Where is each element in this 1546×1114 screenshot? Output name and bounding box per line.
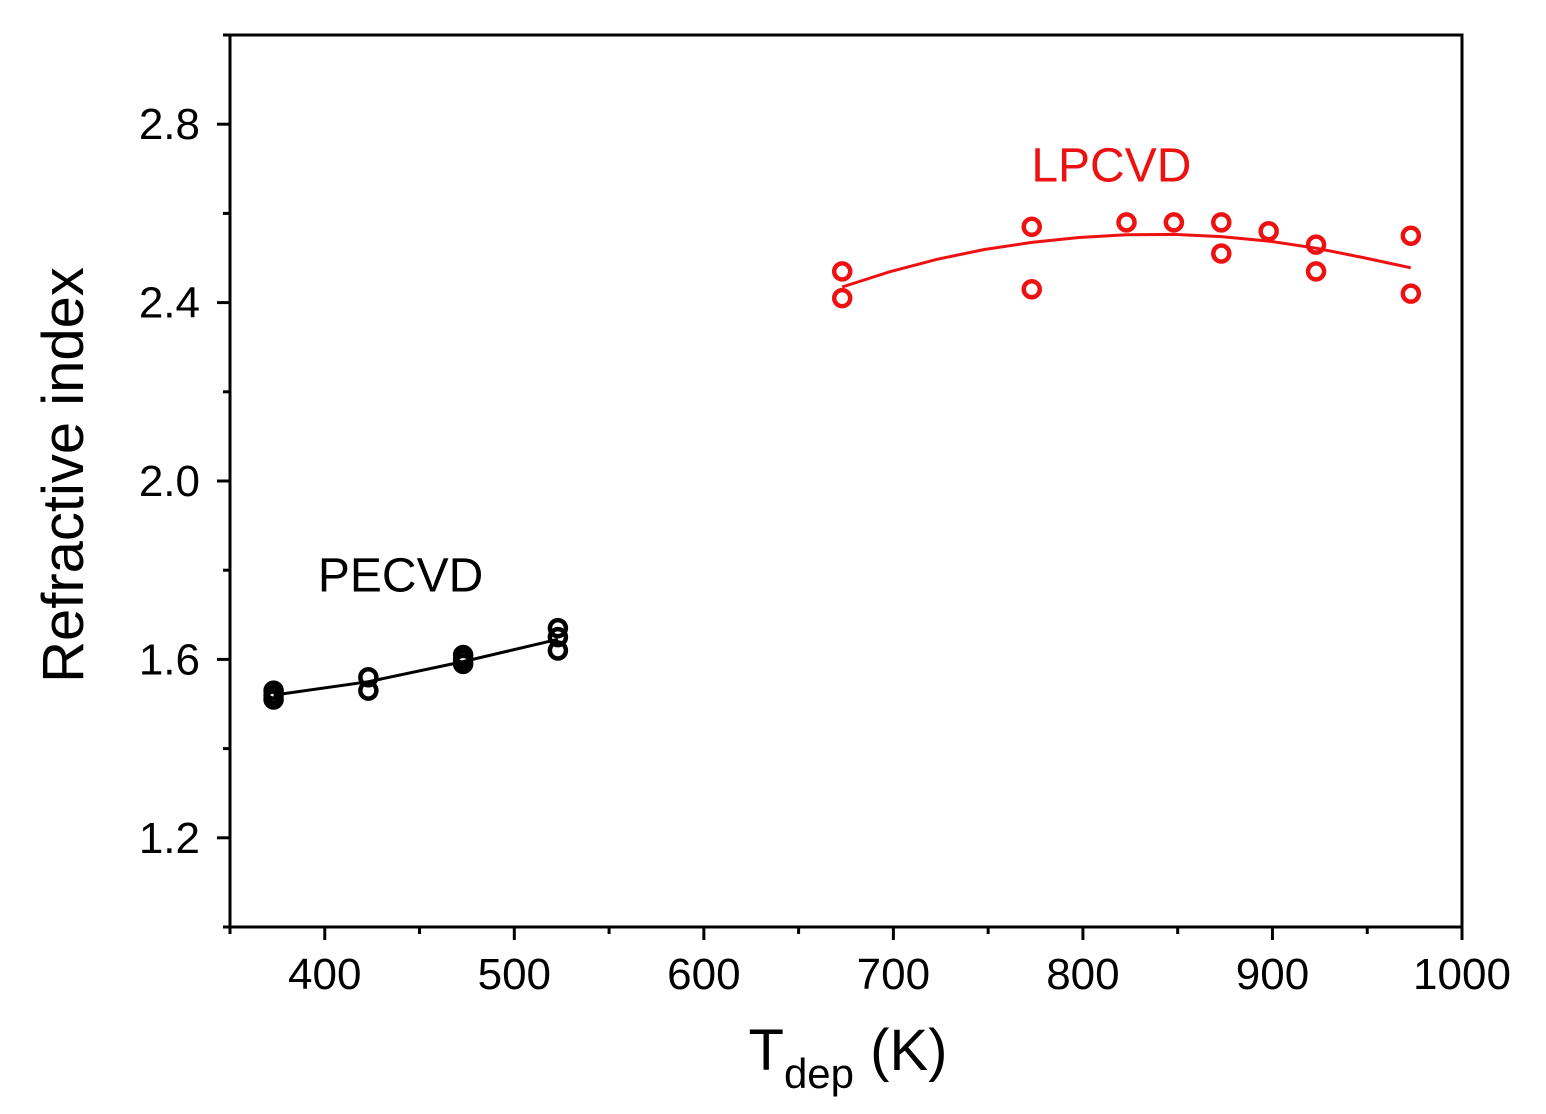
x-axis-title-main: T (749, 1018, 784, 1083)
lpcvd-data-point (1163, 212, 1185, 233)
x-tick-label: 700 (857, 950, 930, 999)
pecvd-data-point (452, 649, 474, 670)
x-tick-label: 1000 (1413, 950, 1511, 999)
x-tick-label: 600 (667, 950, 740, 999)
y-tick-label: 2.4 (139, 279, 200, 328)
x-tick-label: 800 (1046, 950, 1119, 999)
y-tick-label: 2.8 (139, 100, 200, 149)
pecvd-label: PECVD (318, 550, 483, 603)
pecvd-data-point (358, 680, 379, 701)
fit-lines (273, 232, 1412, 697)
y-tick-label: 2.0 (139, 457, 200, 506)
lpcvd-data-point (1211, 212, 1232, 233)
x-tick-label: 900 (1236, 950, 1309, 999)
x-tick-label: 400 (288, 950, 361, 999)
lpcvd-data-point (1400, 225, 1422, 246)
lpcvd-data-point (1258, 220, 1279, 242)
y-tick-label: 1.6 (139, 635, 200, 684)
lpcvd-data-point (831, 287, 853, 309)
lpcvd-data-point (1305, 234, 1327, 255)
lpcvd-data-point (1021, 278, 1042, 300)
lpcvd-data-point (831, 261, 853, 282)
x-axis-title-sub: dep (784, 1050, 854, 1097)
x-axis-title-unit: (K) (854, 1018, 947, 1083)
axes (228, 33, 1464, 929)
lpcvd-data-point (1021, 216, 1042, 238)
pecvd-fit-line (273, 637, 559, 697)
x-axis-title: Tdep (K) (749, 1018, 948, 1097)
plot-frame (228, 33, 1464, 929)
lpcvd-data-point (1305, 261, 1327, 282)
lpcvd-fit-line (841, 232, 1412, 289)
data-points (263, 212, 1422, 710)
y-tick-label: 1.2 (139, 814, 200, 863)
lpcvd-data-point (1116, 212, 1137, 233)
pecvd-data-point (263, 684, 284, 706)
lpcvd-data-point (1211, 243, 1232, 264)
labels: Refractive index Tdep (K) 400 500 600 700 80… (31, 100, 1511, 1097)
lpcvd-label: LPCVD (1031, 139, 1191, 192)
pecvd-data-point (547, 617, 569, 639)
pecvd-data-point (547, 626, 569, 648)
y-axis-title: Refractive index (31, 267, 96, 683)
pecvd-data-point (547, 640, 569, 661)
x-tick-label: 500 (478, 950, 551, 999)
pecvd-data-point (358, 666, 379, 688)
ticks (217, 33, 1464, 940)
lpcvd-data-point (1400, 283, 1422, 304)
